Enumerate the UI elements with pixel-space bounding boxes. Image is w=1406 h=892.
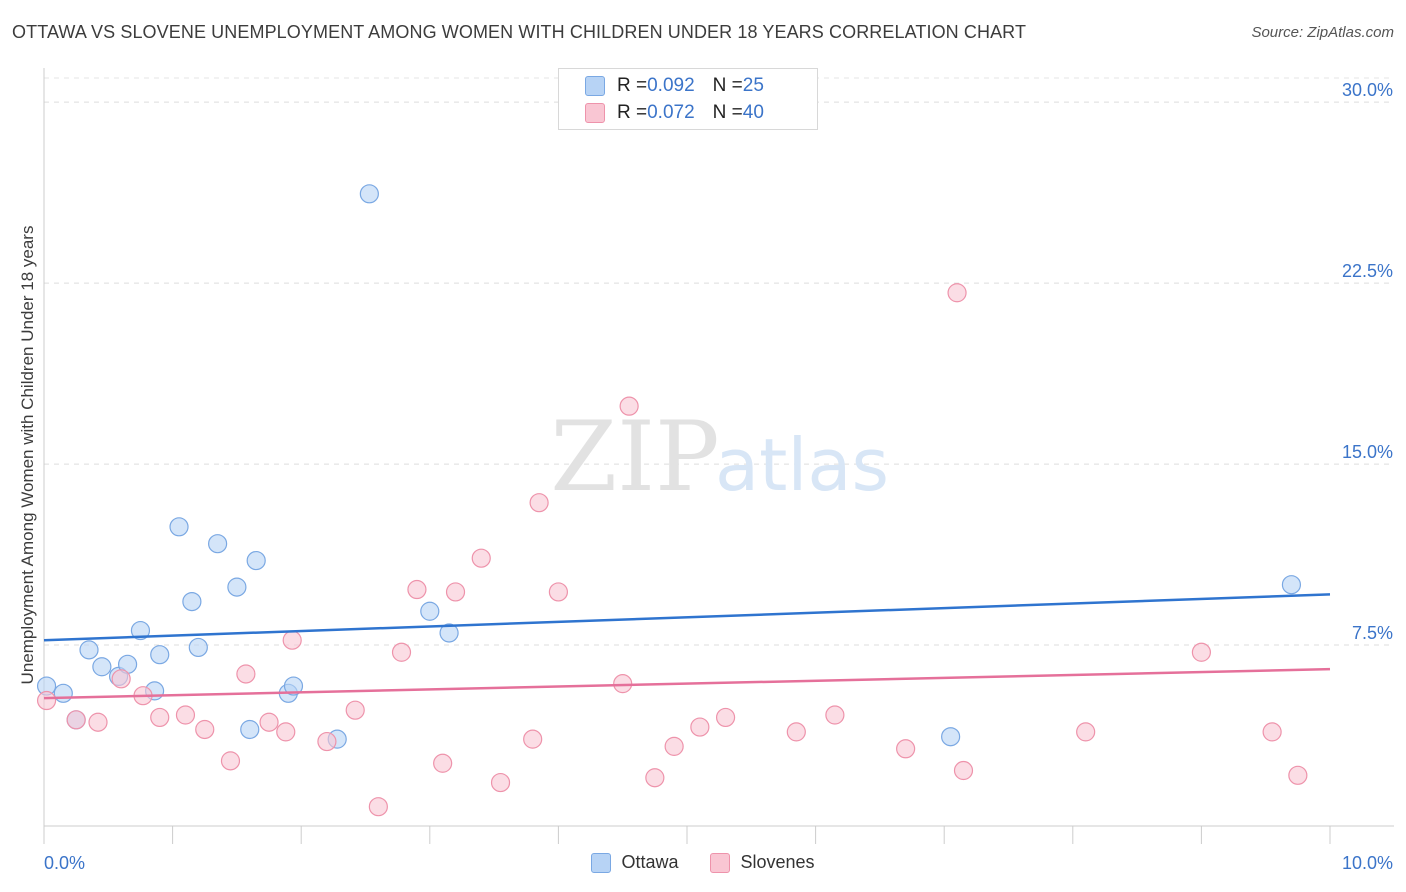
slovene-point: [825, 705, 845, 725]
slovene-point: [259, 712, 279, 732]
legend-swatch-slovenes: [585, 103, 605, 123]
slovene-point: [529, 493, 549, 513]
ottawa-point: [79, 640, 99, 660]
ottawa-point: [941, 727, 961, 747]
slovene-point: [66, 710, 86, 730]
slovene-point: [896, 739, 916, 759]
slovene-point: [613, 674, 633, 694]
axes: [43, 68, 1394, 844]
ottawa-point: [169, 517, 189, 537]
slovene-point: [1076, 722, 1096, 742]
slovene-point: [1191, 642, 1212, 662]
legend-n-label: N =: [712, 75, 743, 96]
legend-row-ottawa: R = 0.092 N = 25: [585, 75, 764, 97]
legend-swatch-ottawa: [591, 852, 612, 873]
y-tick-label: 22.5%: [1342, 261, 1393, 281]
slovene-point: [150, 707, 170, 728]
ottawa-point: [150, 645, 170, 665]
slovene-point: [407, 579, 427, 600]
slovene-point: [523, 729, 543, 749]
ottawa-point: [92, 657, 112, 677]
slovene-point: [368, 797, 388, 817]
slovene-point: [317, 731, 337, 752]
legend-label-ottawa: Ottawa: [621, 852, 679, 872]
slovene-point: [391, 642, 412, 662]
tick-labels: 7.5% 15.0% 22.5% 30.0% 0.0% 10.0%: [44, 80, 1393, 873]
slovene-point: [548, 582, 569, 602]
slovene-point: [282, 630, 302, 650]
legend-item-slovenes[interactable]: Slovenes: [710, 852, 815, 873]
ottawa-point: [420, 601, 440, 621]
ottawa-point: [246, 550, 266, 571]
slovene-point: [195, 719, 215, 740]
ottawa-trend-line: [43, 593, 1331, 642]
slovene-point: [345, 700, 365, 720]
slovene-point: [236, 664, 256, 684]
x-tick-label: 10.0%: [1342, 853, 1393, 873]
legend-n-value: 40: [742, 102, 764, 123]
legend-n-label: N =: [712, 102, 743, 123]
slovene-point: [445, 582, 466, 602]
slovene-point: [276, 722, 296, 742]
ottawa-point: [359, 184, 379, 204]
legend-swatch-ottawa: [585, 76, 605, 96]
slovene-point: [175, 705, 196, 725]
y-tick-label: 15.0%: [1342, 442, 1393, 462]
slovene-point: [433, 753, 453, 773]
slovene-point: [947, 283, 967, 303]
legend-n-value: 25: [742, 75, 764, 96]
slovene-point: [1288, 765, 1308, 785]
slovene-point: [220, 751, 241, 771]
chart-title: OTTAWA VS SLOVENE UNEMPLOYMENT AMONG WOM…: [12, 22, 1027, 42]
x-tick-label: 0.0%: [44, 853, 85, 873]
legend-r-value: 0.092: [647, 75, 695, 96]
ottawa-point: [188, 637, 208, 658]
slovene-point: [619, 396, 639, 416]
slovene-point: [715, 707, 736, 728]
y-tick-label: 7.5%: [1352, 623, 1393, 643]
ottawa-point: [53, 683, 73, 703]
bottom-legend: Ottawa Slovenes: [0, 852, 1406, 873]
slovene-point: [645, 768, 665, 788]
y-axis-label: Unemployment Among Women with Children U…: [18, 225, 37, 685]
legend-swatch-slovenes: [710, 852, 731, 873]
slovene-point: [88, 712, 108, 732]
ottawa-point: [208, 534, 228, 554]
watermark-atlas: atlas: [715, 423, 889, 507]
ottawa-point: [130, 620, 151, 641]
slovene-point: [490, 772, 511, 793]
grid: [44, 77, 1394, 646]
ottawa-point: [182, 591, 202, 612]
slovene-point: [690, 717, 710, 737]
y-tick-label: 30.0%: [1342, 80, 1393, 100]
ottawa-point: [283, 676, 304, 696]
ottawa-point: [439, 623, 459, 643]
points: [36, 184, 1308, 817]
legend-box: R = 0.092 N = 25 R = 0.072 N = 40: [558, 68, 818, 130]
legend-r-value: 0.072: [647, 102, 695, 123]
legend-r-label: R =: [617, 75, 648, 96]
ottawa-point: [240, 719, 260, 740]
slovene-point: [953, 760, 974, 781]
trend-lines: [43, 593, 1331, 700]
legend-label-slovenes: Slovenes: [740, 852, 815, 872]
slovene-point: [36, 690, 57, 711]
watermark-zip: ZIP: [550, 401, 719, 513]
ottawa-point: [1281, 575, 1302, 595]
legend-item-ottawa[interactable]: Ottawa: [591, 852, 678, 873]
legend-r-label: R =: [617, 102, 648, 123]
slovene-point: [664, 736, 684, 756]
slovene-point: [1262, 722, 1282, 742]
ottawa-point: [227, 577, 247, 597]
source-label: Source: ZipAtlas.com: [1251, 24, 1394, 41]
legend-row-slovenes: R = 0.072 N = 40: [585, 102, 764, 124]
slovene-trend-line: [43, 667, 1331, 700]
slovene-point: [471, 548, 491, 568]
slovene-point: [786, 722, 806, 742]
slovene-point: [111, 669, 131, 689]
